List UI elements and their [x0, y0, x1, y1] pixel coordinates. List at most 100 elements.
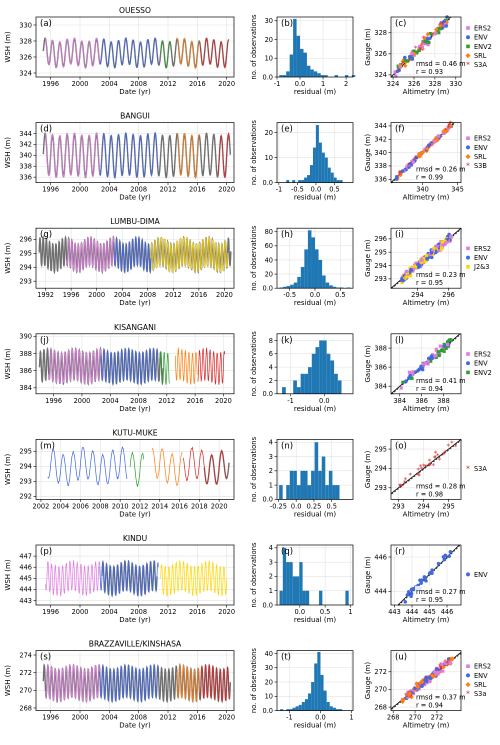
scatter-point: * — [420, 465, 424, 474]
histogram-x-tick-label: 0.0 — [295, 80, 306, 88]
scatter-y-tick-label: 328 — [374, 29, 387, 37]
scatter-point: * — [400, 482, 404, 491]
scatter-point: * — [438, 661, 442, 670]
scatter-y-tick-label: 336 — [374, 176, 387, 184]
histogram-x-tick-label: 1 — [349, 714, 353, 722]
histogram-y-tick-label: 1 — [269, 481, 273, 489]
station-title: KINDU — [123, 534, 147, 543]
scatter-point: * — [439, 662, 443, 671]
scatter-y-tick-label: 295 — [374, 249, 387, 257]
scatter-point — [446, 239, 451, 243]
altimetry-series-line-j23 — [160, 559, 228, 597]
histogram-bar — [318, 470, 322, 500]
scatter-point — [430, 571, 434, 575]
scatter-point — [403, 59, 407, 63]
timeseries-y-axis-label: WSH (m) — [4, 137, 12, 168]
histogram-panel: -1 -0.5 0.0 0.5 0.0 10 20 (e) no. of observation… — [250, 120, 354, 202]
scatter-y-tick-label: 272 — [374, 668, 387, 676]
scatter-point — [427, 143, 431, 148]
legend-label: ENV — [474, 144, 488, 152]
timeseries-x-tick-label: 2000 — [74, 397, 91, 405]
scatter-point — [426, 362, 430, 366]
r-label: r = 0.99 — [416, 174, 443, 182]
histogram-y-tick-label: 4 — [269, 544, 273, 552]
stats-box — [415, 691, 460, 709]
legend-label: S3B — [474, 162, 487, 170]
scatter-point: * — [414, 44, 418, 53]
scatter-point — [437, 353, 441, 358]
histogram-bar — [300, 48, 304, 77]
timeseries-y-tick-label: 330 — [19, 21, 32, 29]
scatter-point: * — [404, 691, 408, 700]
legend-marker-srl — [465, 154, 471, 160]
histogram-bar — [318, 259, 323, 289]
rmsd-label: rmsd = 0.27 m — [416, 588, 466, 596]
scatter-point — [400, 169, 405, 173]
histogram-bar — [315, 347, 320, 394]
scatter-point — [449, 338, 453, 342]
histogram-y-tick-label: 0.0 — [263, 707, 274, 715]
timeseries-y-tick-label: 324 — [19, 69, 32, 77]
histogram-bar — [324, 157, 328, 183]
timeseries-y-tick-label: 328 — [19, 37, 32, 45]
timeseries-panel-letter: (j) — [40, 336, 49, 346]
station-title: OUESSO — [119, 6, 151, 15]
scatter-point — [442, 342, 446, 346]
scatter-x-tick-label: 324 — [387, 80, 400, 88]
scatter-y-tick-label: 295 — [374, 445, 387, 453]
histogram-y-tick-label: 20 — [265, 270, 273, 278]
legend-marker-s3a: * — [466, 464, 470, 473]
legend-label: ENV — [474, 254, 488, 262]
legend-label: ENV — [474, 360, 488, 368]
timeseries-y-axis-label: WSH (m) — [4, 31, 12, 62]
scatter-point — [428, 31, 432, 36]
histogram-x-tick-label: 0.0 — [295, 608, 306, 616]
scatter-y-tick-label: 338 — [374, 162, 387, 170]
histogram-bar — [307, 485, 312, 500]
scatter-point — [424, 39, 428, 43]
rmsd-label: rmsd = 0.26 m — [416, 166, 466, 174]
timeseries-x-tick-label: 2008 — [130, 714, 147, 722]
timeseries-y-tick-label: 270 — [19, 687, 32, 695]
histogram-frame — [276, 333, 354, 395]
histogram-bar — [329, 706, 333, 711]
timeseries-x-tick-label: 2000 — [88, 291, 105, 299]
histogram-panel-letter: (n) — [281, 441, 293, 451]
histogram-y-tick-label: 3 — [269, 558, 273, 566]
scatter-point — [405, 59, 410, 63]
timeseries-panel-letter: (p) — [40, 547, 52, 557]
scatter-point: * — [438, 664, 442, 673]
histogram-bar — [311, 237, 315, 289]
scatter-point — [428, 680, 432, 684]
scatter-point: * — [419, 462, 423, 471]
timeseries-x-tick-label: 2008 — [92, 502, 109, 510]
scatter-point — [419, 682, 423, 686]
scatter-point — [448, 550, 453, 554]
scatter-point — [443, 553, 448, 558]
histogram-x-tick-label: -0.25 — [270, 502, 287, 510]
scatter-point — [428, 253, 432, 257]
altimetry-series-line-s3a — [199, 37, 229, 69]
histogram-bar — [332, 707, 336, 711]
scatter-x-axis-label: Altimetry (m) — [403, 405, 450, 413]
histogram-y-tick-label: 10 — [265, 693, 273, 701]
scatter-point — [442, 349, 446, 353]
scatter-point — [436, 670, 441, 674]
scatter-point — [404, 379, 408, 383]
histogram-bar — [293, 380, 297, 394]
r-label: r = 0.93 — [416, 68, 443, 76]
scatter-x-tick-label: 345 — [451, 186, 464, 194]
scatter-point — [425, 146, 430, 152]
histogram-bar — [311, 353, 316, 394]
scatter-point — [424, 579, 428, 583]
scatter-point — [448, 123, 454, 129]
altimetry-series-line-ers2 — [45, 132, 103, 180]
histogram-panel: -0.5 0.0 0.5 0.0 20 40 60 80 (h) no. of observati… — [250, 225, 354, 307]
histogram-bar — [321, 456, 326, 500]
scatter-point: * — [438, 455, 442, 464]
legend-marker-srl — [465, 682, 471, 688]
one-to-one-line — [390, 439, 462, 494]
scatter-point — [440, 240, 444, 244]
